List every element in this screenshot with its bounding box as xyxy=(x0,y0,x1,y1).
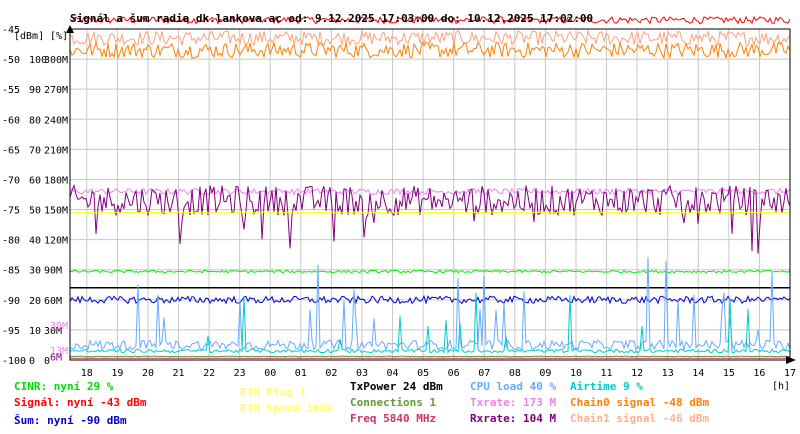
series-line-cinr xyxy=(69,269,791,274)
legend-txrate: Txrate: 173 M xyxy=(470,396,557,409)
y-tick-rate: 270M xyxy=(44,85,68,96)
x-tick-label: 14 xyxy=(692,368,704,379)
series-line--um xyxy=(69,294,791,305)
y-tick-dbm: -75 xyxy=(2,206,20,217)
y-axis-label-pct: [%] xyxy=(50,31,68,42)
y-tick-pct: 40 xyxy=(29,236,41,247)
y-tick-dbm: -85 xyxy=(2,266,20,277)
y-tick-rate: 240M xyxy=(44,115,68,126)
series-line-rxrate xyxy=(69,183,791,254)
legend-chain0: Chain0 signal -48 dBm xyxy=(570,396,710,409)
x-tick-label: 06 xyxy=(448,368,460,379)
x-tick-label: 03 xyxy=(356,368,368,379)
x-axis-label: [h] xyxy=(772,381,790,392)
y-tick-dbm: -100 xyxy=(2,356,26,367)
x-tick-label: 07 xyxy=(478,368,490,379)
legend-cpu-load: CPU load 40 % xyxy=(470,380,557,393)
y-tick-pct: 90 xyxy=(29,85,41,96)
y-tick-dbm: -65 xyxy=(2,145,20,156)
x-tick-label: 01 xyxy=(295,368,307,379)
y-tick-dbm: -80 xyxy=(2,236,20,247)
series-line-connections xyxy=(69,355,791,358)
x-tick-label: 21 xyxy=(173,368,185,379)
legend-signal: Signál: nyní -43 dBm xyxy=(14,396,147,409)
y-side-label: 6M xyxy=(50,352,62,363)
y-tick-pct: 0 xyxy=(29,356,35,367)
chart-title: Signál a šum radia dk.lankova.ac od: 9.1… xyxy=(70,12,593,25)
x-tick-label: 11 xyxy=(601,368,613,379)
legend-eth-speed: ETH Speed 1000 xyxy=(240,402,333,415)
y-tick-pct: 70 xyxy=(29,145,41,156)
x-tick-label: 12 xyxy=(631,368,643,379)
y-tick-rate: 90M xyxy=(44,266,62,277)
x-tick-label: 05 xyxy=(417,368,429,379)
x-tick-label: 13 xyxy=(662,368,674,379)
x-tick-label: 18 xyxy=(81,368,93,379)
y-tick-pct: 10 xyxy=(29,326,41,337)
x-tick-label: 22 xyxy=(203,368,215,379)
y-tick-rate: 120M xyxy=(44,236,68,247)
y-tick-pct: 30 xyxy=(29,266,41,277)
x-tick-label: 19 xyxy=(111,368,123,379)
x-tick-label: 17 xyxy=(784,368,796,379)
legend-chain1: Chain1 signal -46 dBm xyxy=(570,412,710,425)
x-tick-label: 09 xyxy=(539,368,551,379)
legend-freq: Freq 5840 MHz xyxy=(350,412,437,425)
plot-area xyxy=(70,29,790,360)
x-tick-label: 16 xyxy=(753,368,765,379)
y-tick-dbm: -95 xyxy=(2,326,20,337)
y-tick-dbm: -45 xyxy=(2,25,20,36)
x-tick-label: 23 xyxy=(234,368,246,379)
series-line-sign-l xyxy=(69,15,791,25)
y-tick-pct: 80 xyxy=(29,115,41,126)
legend-eth-plug: ETH Plug 1 xyxy=(240,386,307,399)
y-axis-label-dbm: [dBm] xyxy=(14,31,44,42)
y-tick-dbm: -70 xyxy=(2,175,20,186)
y-tick-rate: 210M xyxy=(44,145,68,156)
legend-noise: Šum: nyní -90 dBm xyxy=(14,414,127,427)
series-line-cpu-load xyxy=(69,257,791,352)
y-axis-arrow xyxy=(66,25,74,33)
x-tick-label: 10 xyxy=(570,368,582,379)
x-tick-label: 20 xyxy=(142,368,154,379)
legend-cinr: CINR: nyní 29 % xyxy=(14,380,114,393)
y-tick-rate: 60M xyxy=(44,296,62,307)
x-tick-label: 04 xyxy=(387,368,399,379)
legend-txpower: TxPower 24 dBm xyxy=(350,380,443,393)
y-tick-pct: 60 xyxy=(29,175,41,186)
y-tick-rate: 0 xyxy=(44,356,50,367)
y-tick-pct: 50 xyxy=(29,206,41,217)
y-tick-rate: 30M xyxy=(44,326,62,337)
legend-rxrate: Rxrate: 104 M xyxy=(470,412,557,425)
series-line-chain1-signal xyxy=(69,29,791,47)
y-tick-dbm: -55 xyxy=(2,85,20,96)
y-tick-dbm: -60 xyxy=(2,115,20,126)
y-tick-pct: 20 xyxy=(29,296,41,307)
y-tick-rate: 150M xyxy=(44,206,68,217)
x-tick-label: 08 xyxy=(509,368,521,379)
series-line-chain0-signal xyxy=(69,40,791,60)
x-tick-label: 00 xyxy=(264,368,276,379)
y-side-label: 13M xyxy=(50,346,68,357)
series-line-airtime xyxy=(69,292,791,354)
y-tick-dbm: -90 xyxy=(2,296,20,307)
y-tick-rate: 180M xyxy=(44,175,68,186)
x-axis-arrow xyxy=(786,356,796,364)
y-tick-pct: 100 xyxy=(29,55,47,66)
y-tick-rate: 300M xyxy=(44,55,68,66)
x-tick-label: 02 xyxy=(325,368,337,379)
y-side-label: 39M xyxy=(50,321,68,332)
plot-border xyxy=(69,28,791,361)
legend-airtime: Airtime 9 % xyxy=(570,380,643,393)
legend-connections: Connections 1 xyxy=(350,396,437,409)
y-tick-dbm: -50 xyxy=(2,55,20,66)
x-tick-label: 15 xyxy=(723,368,735,379)
series-line-eth-speed xyxy=(69,211,791,214)
